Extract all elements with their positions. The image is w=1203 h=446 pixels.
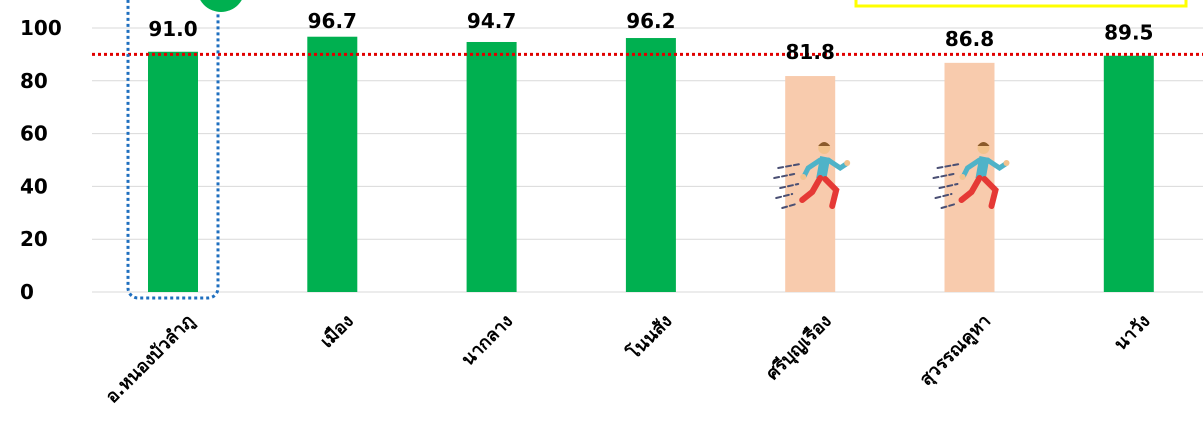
category-label: อ.หนองบัวลำภู — [102, 311, 200, 409]
highlight-box — [126, 0, 220, 300]
y-axis-ticks: 0 20 40 60 80 100 — [20, 16, 62, 304]
y-tick-label: 40 — [20, 174, 48, 198]
value-label: 89.5 — [1104, 21, 1153, 45]
y-tick-label: 80 — [20, 69, 48, 93]
category-label: นากลาง — [458, 311, 518, 371]
value-label: 94.7 — [467, 9, 516, 33]
value-label: 91.0 — [148, 17, 197, 41]
bars — [148, 36, 1154, 293]
legend-box — [854, 0, 1188, 8]
bar — [466, 41, 517, 292]
runner-icons — [773, 142, 1010, 209]
y-tick-label: 100 — [20, 16, 62, 40]
category-labels: อ.หนองบัวลำภู เมือง นากลาง โนนสัง ศรีบุญเรือ… — [102, 310, 1155, 408]
bar — [625, 38, 676, 293]
category-label: นาวัง — [1110, 311, 1154, 355]
y-tick-label: 0 — [20, 280, 34, 304]
bar — [307, 36, 358, 292]
highlight-badge — [200, 0, 242, 12]
category-label: โนนสัง — [622, 310, 676, 364]
category-label: ศรีบุญเรือง — [762, 311, 836, 385]
bar — [1103, 55, 1154, 292]
running-person-icon — [773, 142, 851, 209]
value-label: 96.7 — [308, 9, 357, 33]
value-label: 96.2 — [626, 9, 675, 33]
value-label: 81.8 — [786, 40, 835, 64]
bar — [148, 51, 198, 293]
value-labels: 91.0 96.7 94.7 96.2 81.8 86.8 89.5 — [148, 9, 1153, 64]
y-tick-label: 60 — [20, 122, 48, 146]
category-label: เมือง — [316, 311, 357, 352]
y-tick-label: 20 — [20, 227, 48, 251]
value-label: 86.8 — [945, 27, 994, 51]
running-person-icon — [932, 142, 1010, 209]
category-label: สุวรรณคูหา — [916, 311, 996, 391]
